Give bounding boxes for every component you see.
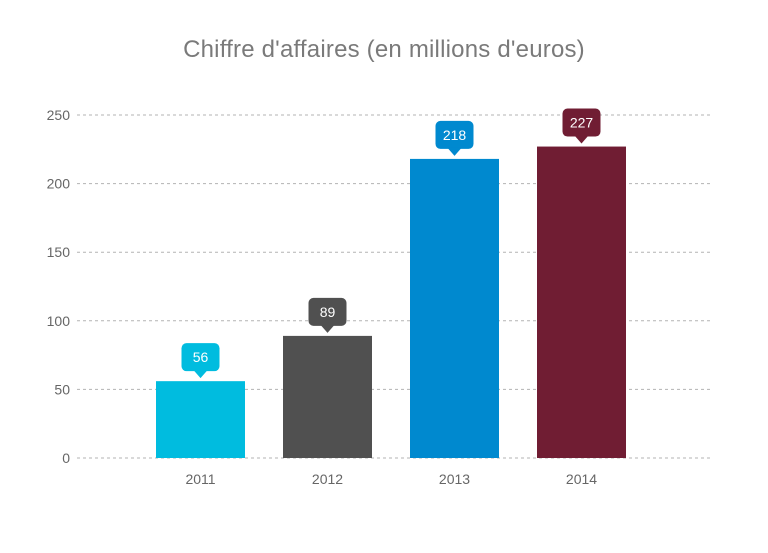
y-tick-label: 50 <box>54 381 70 397</box>
x-tick-label: 2013 <box>439 471 470 487</box>
y-tick-label: 0 <box>62 450 70 466</box>
chart-title: Chiffre d'affaires (en millions d'euros) <box>183 36 585 63</box>
data-label-box <box>562 108 601 137</box>
y-tick-label: 250 <box>47 107 71 123</box>
data-label: 218 <box>443 127 467 143</box>
data-label: 227 <box>570 115 594 131</box>
data-label-box <box>435 120 474 149</box>
y-tick-label: 150 <box>47 244 71 260</box>
data-label-pointer <box>447 147 462 156</box>
data-label-box <box>308 297 347 326</box>
bar <box>156 381 245 458</box>
data-label: 56 <box>193 349 209 365</box>
y-tick-label: 200 <box>47 176 71 192</box>
data-label-pointer <box>193 370 208 379</box>
data-label-pointer <box>574 135 589 144</box>
bar <box>410 158 499 459</box>
data-label: 89 <box>320 304 336 320</box>
x-tick-label: 2014 <box>566 471 597 487</box>
x-tick-label: 2012 <box>312 471 343 487</box>
x-tick-label: 2011 <box>185 471 215 487</box>
data-label-pointer <box>320 324 335 333</box>
y-tick-label: 100 <box>47 313 71 329</box>
data-label-box <box>181 343 220 372</box>
bar <box>537 146 626 458</box>
bar <box>283 335 372 458</box>
